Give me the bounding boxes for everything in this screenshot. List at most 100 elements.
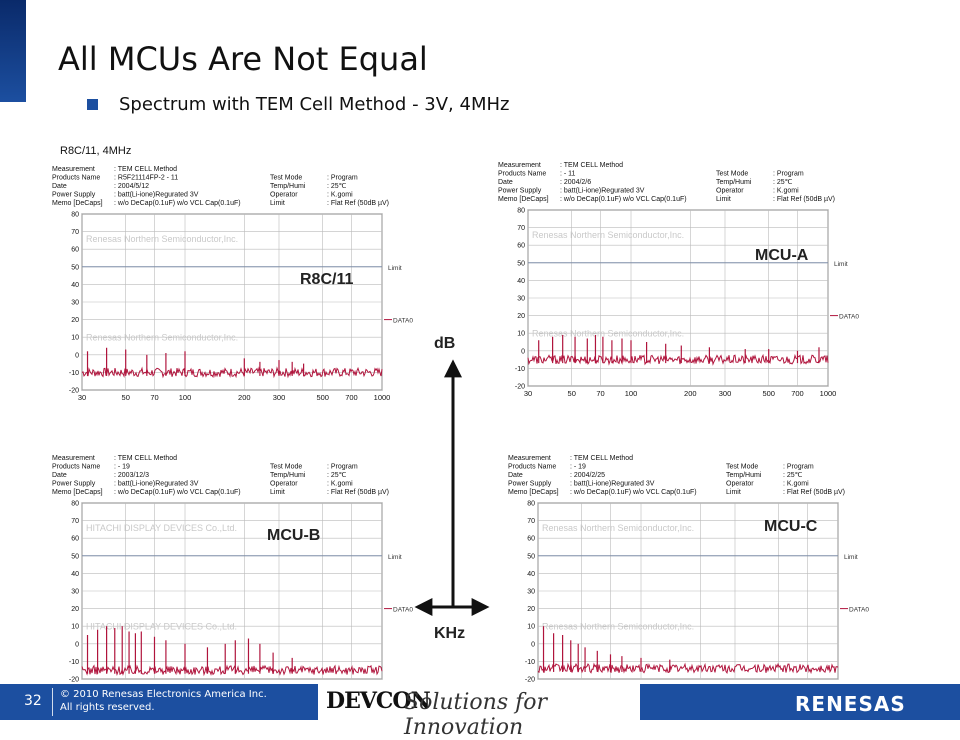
x-tick-label: 200 <box>684 389 697 398</box>
y-tick-label: 10 <box>71 335 79 342</box>
header-field: Temp/Humi <box>270 183 306 190</box>
x-tick-label: 70 <box>150 393 158 402</box>
x-tick-label: 1000 <box>374 393 391 402</box>
data-trace <box>527 353 829 366</box>
tagline: Solutions for Innovation <box>404 690 547 740</box>
watermark: Renesas Northern Semiconductor,Inc. <box>532 329 684 339</box>
y-tick-label: 20 <box>71 606 79 613</box>
header-field: : 25℃ <box>327 183 347 190</box>
chart-label-mcu-a: MCU-A <box>755 247 809 264</box>
y-tick-label: -20 <box>515 384 525 391</box>
header-field: : Program <box>783 464 814 471</box>
watermark: Renesas Northern Semiconductor,Inc. <box>542 622 694 632</box>
y-tick-label: 70 <box>517 225 525 232</box>
watermark: Renesas Northern Semiconductor,Inc. <box>542 523 694 533</box>
y-tick-label: 20 <box>517 313 525 320</box>
axis-arrows-icon <box>414 359 490 616</box>
header-field: : - 19 <box>570 464 586 471</box>
y-tick-label: 60 <box>71 247 79 254</box>
footer-bar: 32 © 2010 Renesas Electronics America In… <box>0 684 960 740</box>
y-tick-label: -10 <box>69 370 79 377</box>
header-field: Power Supply <box>498 188 542 195</box>
header-field: Test Mode <box>726 464 758 471</box>
x-tick-label: 50 <box>568 389 576 398</box>
header-field: : TEM CELL Method <box>570 455 633 462</box>
y-tick-label: -10 <box>69 659 79 666</box>
y-tick-label: -10 <box>515 366 525 373</box>
legend-limit: Limit <box>388 554 402 561</box>
y-tick-label: 0 <box>75 352 79 359</box>
header-field: Limit <box>716 196 731 203</box>
title-accent-bar <box>0 0 26 102</box>
header-field: : w/o DeCap(0.1uF) w/o VCL Cap(0.1uF) <box>114 200 241 207</box>
y-tick-label: 60 <box>527 536 535 543</box>
y-tick-label: 40 <box>71 282 79 289</box>
y-tick-label: 30 <box>517 296 525 303</box>
header-field: : w/o DeCap(0.1uF) w/o VCL Cap(0.1uF) <box>560 196 687 203</box>
watermark: HITACHI DISPLAY DEVICES Co.,Ltd. <box>86 622 237 632</box>
header-field: Limit <box>726 489 741 496</box>
legend-limit: Limit <box>388 265 402 272</box>
header-field: : 25℃ <box>783 472 803 479</box>
header-field: : Flat Ref (50dB µV) <box>773 196 835 203</box>
x-tick-label: 100 <box>625 389 638 398</box>
header-field: Limit <box>270 489 285 496</box>
chart-label-mcu-b: MCU-B <box>267 527 321 544</box>
header-field: Limit <box>270 200 285 207</box>
footer-left: 32 © 2010 Renesas Electronics America In… <box>0 684 318 720</box>
chart-label-r8c11: R8C/11 <box>300 271 354 288</box>
y-tick-label: 10 <box>527 624 535 631</box>
spectrum-chart-mcu-b: Measurement: TEM CELL Method Products Nam… <box>52 451 420 695</box>
y-tick-label: 0 <box>531 641 535 648</box>
header-field: : K.gomi <box>327 192 353 199</box>
header-field: Measurement <box>52 455 95 462</box>
spectrum-svg: Measurement: TEM CELL Method Products Nam… <box>52 455 413 691</box>
y-tick-label: 0 <box>75 641 79 648</box>
header-field: Operator <box>726 481 754 488</box>
header-field: : 25℃ <box>773 179 793 186</box>
y-tick-label: 30 <box>71 589 79 596</box>
header-field: Date <box>52 183 67 190</box>
y-tick-label: 30 <box>71 300 79 307</box>
y-tick-label: 50 <box>527 553 535 560</box>
y-tick-label: 50 <box>71 264 79 271</box>
x-tick-label: 100 <box>179 393 192 402</box>
header-field: Products Name <box>52 175 100 182</box>
x-tick-label: 70 <box>596 389 604 398</box>
legend-limit: Limit <box>834 261 848 268</box>
header-field: Date <box>508 472 523 479</box>
data-trace <box>81 664 383 677</box>
x-tick-label: 500 <box>762 389 775 398</box>
watermark: HITACHI DISPLAY DEVICES Co.,Ltd. <box>86 523 237 533</box>
header-field: : batt(Li-ione)Regurated 3V <box>570 481 655 488</box>
header-field: Date <box>498 179 513 186</box>
header-field: : batt(Li-ione)Regurated 3V <box>560 188 645 195</box>
x-tick-label: 1000 <box>820 389 837 398</box>
header-field: Operator <box>716 188 744 195</box>
y-tick-label: 20 <box>71 317 79 324</box>
y-axis-label: dB <box>434 335 456 352</box>
y-tick-label: 70 <box>71 518 79 525</box>
data-trace <box>81 366 383 379</box>
header-field: : Flat Ref (50dB µV) <box>783 489 845 496</box>
page-title: All MCUs Are Not Equal <box>58 40 428 78</box>
header-field: Products Name <box>52 464 100 471</box>
header-field: : w/o DeCap(0.1uF) w/o VCL Cap(0.1uF) <box>570 489 697 496</box>
watermark: Renesas Northern Semiconductor,Inc. <box>86 234 238 244</box>
y-tick-label: -20 <box>525 677 535 684</box>
header-field: Test Mode <box>270 464 302 471</box>
x-tick-label: 30 <box>524 389 532 398</box>
header-field: Memo [DeCaps] <box>508 489 559 496</box>
header-field: : TEM CELL Method <box>114 166 177 173</box>
header-field: : TEM CELL Method <box>560 162 623 169</box>
header-field: Products Name <box>508 464 556 471</box>
spectrum-chart-r8c11: Measurement: TEM CELL Method Products Nam… <box>52 162 420 406</box>
y-tick-label: 40 <box>527 571 535 578</box>
footer-mid: DEVCON Solutions for Innovation <box>318 684 640 740</box>
figure-caption: R8C/11, 4MHz <box>60 145 132 157</box>
x-tick-label: 200 <box>238 393 251 402</box>
spectrum-svg: Measurement: TEM CELL Method Products Nam… <box>498 162 859 398</box>
y-tick-label: 80 <box>71 501 79 508</box>
header-field: Memo [DeCaps] <box>52 200 103 207</box>
x-tick-label: 50 <box>122 393 130 402</box>
